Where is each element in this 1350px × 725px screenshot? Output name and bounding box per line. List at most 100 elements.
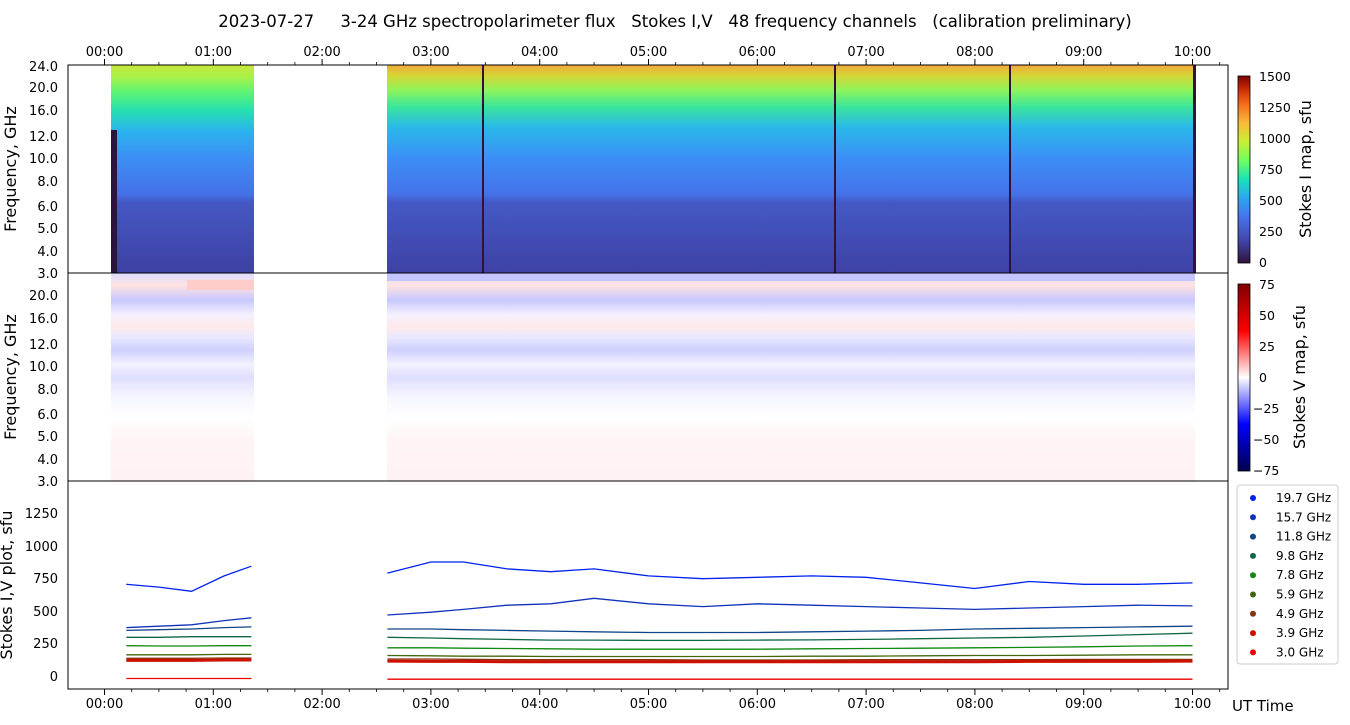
stokes-v-ytick-label: 5.0 [37,430,58,445]
series-line [387,659,1193,664]
stokes-i-ytick-label: 6.0 [37,200,58,215]
legend-marker [1250,610,1256,617]
colorbar-i-tick: 1250 [1259,100,1291,115]
legend-label: 7.8 GHz [1276,568,1324,582]
colorbar-i-tick: 250 [1259,224,1283,239]
stokes-v-ytick-label: 12.0 [29,338,58,353]
legend-marker [1250,552,1256,559]
colorbar-v-tick: 25 [1259,339,1275,354]
stokes-v-ytick-label: 8.0 [37,383,58,398]
colorbar-stokes-i: 1500 1250 1000 750 500 250 0 Stokes I ma… [1237,69,1315,270]
stokes-v-red-band [187,280,254,290]
colorbar-v-tick: −25 [1253,401,1279,416]
stokes-i-gap-line-3 [1009,65,1011,273]
colorbar-i-tick: 750 [1259,162,1283,177]
colorbar-v-tick: 50 [1259,308,1275,323]
legend-marker [1250,572,1256,579]
legend-marker [1250,533,1256,540]
legend-label: 9.8 GHz [1276,549,1324,563]
time-tick-label-bottom: 09:00 [1065,697,1102,712]
legend-box [1236,484,1339,665]
colorbar-i-tick: 1500 [1259,69,1291,84]
stokes-i-ytick-label: 24.0 [29,60,58,75]
stokes-v-top-band [387,273,1195,281]
legend-marker [1250,495,1256,501]
stokes-i-ytick-label: 20.0 [29,81,58,96]
time-tick-label-bottom: 04:00 [521,697,558,712]
series-line [387,645,1193,650]
plot-ytick-label: 0 [50,670,58,685]
series-line [387,654,1193,658]
legend-label: 19.7 GHz [1276,491,1331,505]
time-tick-label-bottom: 00:00 [86,697,123,712]
legend-marker [1250,649,1256,656]
stokes-plot-panel: 1250 1000 750 500 250 0 Stokes I,V plot,… [0,480,1229,690]
stokes-v-ytick-label: 4.0 [37,453,58,468]
legend-label: 4.9 GHz [1276,607,1324,621]
stokes-i-segment-2 [387,65,1195,273]
time-tick-label-top: 02:00 [303,45,340,60]
stokes-i-ytick-label: 16.0 [29,104,58,119]
stokes-i-ytick-label: 4.0 [37,245,58,260]
time-tick-label-top: 06:00 [739,45,776,60]
series-layer [126,561,1193,680]
time-tick-label-top: 00:00 [86,45,123,60]
stokes-v-ytick-label: 3.0 [37,475,58,490]
stokes-v-panel: 20.0 16.0 12.0 10.0 8.0 6.0 5.0 4.0 3.0 … [1,272,1229,490]
legend-label: 11.8 GHz [1276,530,1331,544]
colorbar-v-tick: 0 [1259,370,1267,385]
series-line [387,625,1193,634]
time-tick-label-top: 07:00 [847,45,884,60]
series-line [387,632,1193,642]
colorbar-v-tick: −50 [1253,432,1279,447]
time-tick-label-top: 10:00 [1174,45,1211,60]
stokes-v-ytick-label: 10.0 [29,360,58,375]
colorbar-i-label: Stokes I map, sfu [1296,100,1315,238]
time-tick-label-bottom: 02:00 [303,697,340,712]
colorbar-v-gradient [1237,283,1251,472]
plot-ytick-label: 750 [33,572,58,587]
legend-marker [1250,630,1256,637]
stokes-v-segment-2 [387,273,1195,481]
colorbar-v-label: Stokes V map, sfu [1290,305,1309,449]
time-axis-top: 00:00 01:00 02:00 03:00 04:00 05:00 06:00 07:00… [86,45,1221,65]
legend-marker [1250,591,1256,598]
time-tick-label-bottom: 07:00 [847,697,884,712]
series-line [387,597,1193,616]
legend-label: 5.9 GHz [1276,588,1324,602]
colorbar-i-tick: 500 [1259,193,1283,208]
legend-label: 15.7 GHz [1276,510,1331,524]
series-line [126,636,252,638]
series-line [387,658,1193,661]
colorbar-i-tick: 0 [1259,255,1267,270]
stokes-i-ytick-label: 5.0 [37,222,58,237]
series-line [387,561,1193,590]
plot-ytick-label: 1250 [25,507,58,522]
stokes-i-gap-line-1 [482,65,484,273]
stokes-v-ytick-label: 6.0 [37,408,58,423]
legend-label: 3.0 GHz [1276,645,1324,659]
stokes-i-ytick-label: 12.0 [29,130,58,145]
series-line [126,626,252,632]
colorbar-i-gradient [1237,75,1251,264]
time-tick-label-top: 08:00 [956,45,993,60]
time-tick-label-top: 09:00 [1065,45,1102,60]
stokes-i-ytick-label: 8.0 [37,175,58,190]
series-line [126,565,252,592]
stokes-v-ytick-label: 16.0 [29,312,58,327]
stokes-i-dark-column [111,130,117,273]
legend-marker [1250,514,1256,521]
plot-ytick-label: 1000 [25,540,58,555]
chart-title: 2023-07-27 3-24 GHz spectropolarimeter f… [218,12,1131,31]
legend-items: 19.7 GHz 15.7 GHz 11.8 GHz 9.8 GHz 7.8 GHz 5.… [1250,491,1331,659]
stokes-i-y-ticks: 24.0 20.0 16.0 12.0 10.0 8.0 6.0 5.0 4.0… [29,60,58,282]
stokes-plot-y-ticks: 1250 1000 750 500 250 0 [25,507,58,685]
time-tick-label-top: 05:00 [630,45,667,60]
stokes-v-y-ticks: 20.0 16.0 12.0 10.0 8.0 6.0 5.0 4.0 3.0 [29,289,58,490]
colorbar-stokes-v: 75 50 25 0 −25 −50 −75 Stokes V map, sfu [1237,277,1309,478]
legend-label: 3.9 GHz [1276,626,1324,640]
stokes-i-ytick-label: 3.0 [37,267,58,282]
colorbar-v-tick: −75 [1253,463,1279,478]
time-tick-label-top: 03:00 [412,45,449,60]
